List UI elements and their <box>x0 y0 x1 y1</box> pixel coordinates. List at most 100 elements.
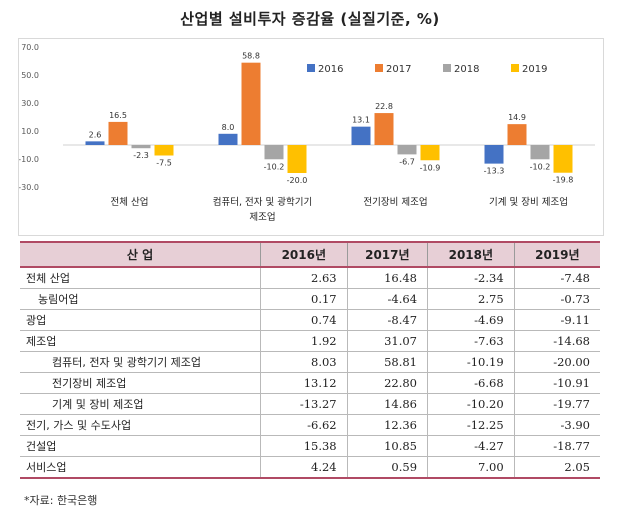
header-year: 2018년 <box>427 241 515 268</box>
cell-value: 4.24 <box>260 456 348 479</box>
bar-2017 <box>241 62 261 145</box>
y-tick-label: -30.0 <box>19 183 39 192</box>
legend-swatch-2016 <box>307 64 315 72</box>
cell-value: -10.20 <box>427 393 515 415</box>
cell-value: 16.48 <box>346 267 428 289</box>
cell-value: -2.34 <box>427 267 515 289</box>
table-row: 전기장비 제조업 13.12 22.80 -6.68 -10.91 <box>20 372 600 394</box>
legend-swatch-2019 <box>511 64 519 72</box>
bar-chart-svg: 70.0 50.0 30.0 10.0 -10.0 -30.0 2.6 16.5 -2.3 -7.… <box>18 43 595 223</box>
row-label: 전기장비 제조업 <box>20 372 261 394</box>
data-label: -10.9 <box>420 163 441 172</box>
row-label: 건설업 <box>20 435 261 457</box>
cell-value: 12.36 <box>346 414 428 436</box>
row-label: 전체 산업 <box>20 267 261 289</box>
cell-value: -4.64 <box>346 288 428 310</box>
category-label: 전체 산업 <box>111 196 149 208</box>
cell-value: -4.27 <box>427 435 515 457</box>
cell-value: -8.47 <box>346 309 428 331</box>
table-row: 전기, 가스 및 수도사업 -6.62 12.36 -12.25 -3.90 <box>20 414 600 436</box>
bar-2019 <box>553 145 573 173</box>
table-row: 광업 0.74 -8.47 -4.69 -9.11 <box>20 309 600 331</box>
row-label: 광업 <box>20 309 261 331</box>
row-label: 전기, 가스 및 수도사업 <box>20 414 261 436</box>
cell-value: -20.00 <box>513 351 600 373</box>
bar-2018 <box>530 145 550 160</box>
header-year: 2017년 <box>346 241 429 268</box>
legend-swatch-2018 <box>443 64 451 72</box>
table-row: 제조업 1.92 31.07 -7.63 -14.68 <box>20 330 600 352</box>
legend-entry: 2016 <box>318 64 343 75</box>
cell-value: -14.68 <box>513 330 600 352</box>
cell-value: 10.85 <box>346 435 428 457</box>
cell-value: -0.73 <box>513 288 600 310</box>
table-row: 기계 및 장비 제조업 -13.27 14.86 -10.20 -19.77 <box>20 393 600 415</box>
cell-value: -9.11 <box>513 309 600 331</box>
bar-chart: 70.0 50.0 30.0 10.0 -10.0 -30.0 2.6 16.5 -2.3 -7.… <box>18 38 604 236</box>
category-label: 전기장비 제조업 <box>363 196 427 208</box>
cell-value: 15.38 <box>260 435 348 457</box>
bar-2017 <box>108 121 128 145</box>
cell-value: -13.27 <box>260 393 348 415</box>
legend-entry: 2019 <box>522 64 547 75</box>
cell-value: -7.48 <box>513 267 600 289</box>
data-label: -2.3 <box>133 151 149 160</box>
table-row: 전체 산업 2.63 16.48 -2.34 -7.48 <box>20 267 600 289</box>
data-label: 13.1 <box>352 116 370 125</box>
legend-entry: 2017 <box>386 64 411 75</box>
data-label: 8.0 <box>222 123 235 132</box>
bar-2016 <box>85 141 105 145</box>
cell-value: -3.90 <box>513 414 600 436</box>
cell-value: 14.86 <box>346 393 428 415</box>
data-label: -6.7 <box>399 157 415 166</box>
data-label: -10.2 <box>264 162 285 171</box>
data-label: 22.8 <box>375 102 393 111</box>
cell-value: 1.92 <box>260 330 348 352</box>
cell-value: 2.75 <box>427 288 515 310</box>
table-body: 전체 산업 2.63 16.48 -2.34 -7.48 농림어업 0.17 -4.64 2.7… <box>20 267 600 479</box>
bar-2016 <box>484 145 504 164</box>
cell-value: -10.91 <box>513 372 600 394</box>
bar-2017 <box>374 113 394 145</box>
bar-2019 <box>154 145 174 156</box>
bar-2016 <box>351 126 371 145</box>
cell-value: 0.59 <box>346 456 428 479</box>
bar-2016 <box>218 133 238 145</box>
row-label: 컴퓨터, 전자 및 광학기기 제조업 <box>20 351 261 373</box>
data-label: -7.5 <box>156 159 172 168</box>
table-row: 서비스업 4.24 0.59 7.00 2.05 <box>20 456 600 479</box>
y-tick-label: 50.0 <box>21 71 39 80</box>
category-label: 컴퓨터, 전자 및 광학기기 <box>213 196 312 208</box>
table-row: 건설업 15.38 10.85 -4.27 -18.77 <box>20 435 600 457</box>
source-note: *자료: 한국은행 <box>24 494 98 507</box>
bar-2018 <box>397 145 417 155</box>
table-row: 컴퓨터, 전자 및 광학기기 제조업 8.03 58.81 -10.19 -20.00 <box>20 351 600 373</box>
cell-value: -19.77 <box>513 393 600 415</box>
legend-swatch-2017 <box>375 64 383 72</box>
y-tick-label: 70.0 <box>21 43 39 52</box>
y-tick-label: -10.0 <box>19 155 39 164</box>
cell-value: 31.07 <box>346 330 428 352</box>
table-header: 산 업 2016년 2017년 2018년 2019년 <box>20 241 600 268</box>
y-tick-label: 10.0 <box>21 127 39 136</box>
header-year: 2016년 <box>260 241 348 268</box>
cell-value: 2.05 <box>513 456 600 479</box>
cell-value: -6.68 <box>427 372 515 394</box>
cell-value: -10.19 <box>427 351 515 373</box>
header-industry: 산 업 <box>20 241 261 268</box>
cell-value: -6.62 <box>260 414 348 436</box>
cell-value: 0.17 <box>260 288 348 310</box>
data-label: -19.8 <box>553 176 574 185</box>
category-label: 기계 및 장비 제조업 <box>489 196 568 208</box>
data-label: -10.2 <box>530 162 551 171</box>
data-label: 16.5 <box>109 111 127 120</box>
header-year: 2019년 <box>513 241 600 268</box>
cell-value: 22.80 <box>346 372 428 394</box>
row-label: 제조업 <box>20 330 261 352</box>
row-label: 농림어업 <box>20 288 261 310</box>
cell-value: 2.63 <box>260 267 348 289</box>
cell-value: 8.03 <box>260 351 348 373</box>
y-tick-label: 30.0 <box>21 99 39 108</box>
data-label: 58.8 <box>242 52 260 61</box>
data-label: -20.0 <box>287 176 308 185</box>
